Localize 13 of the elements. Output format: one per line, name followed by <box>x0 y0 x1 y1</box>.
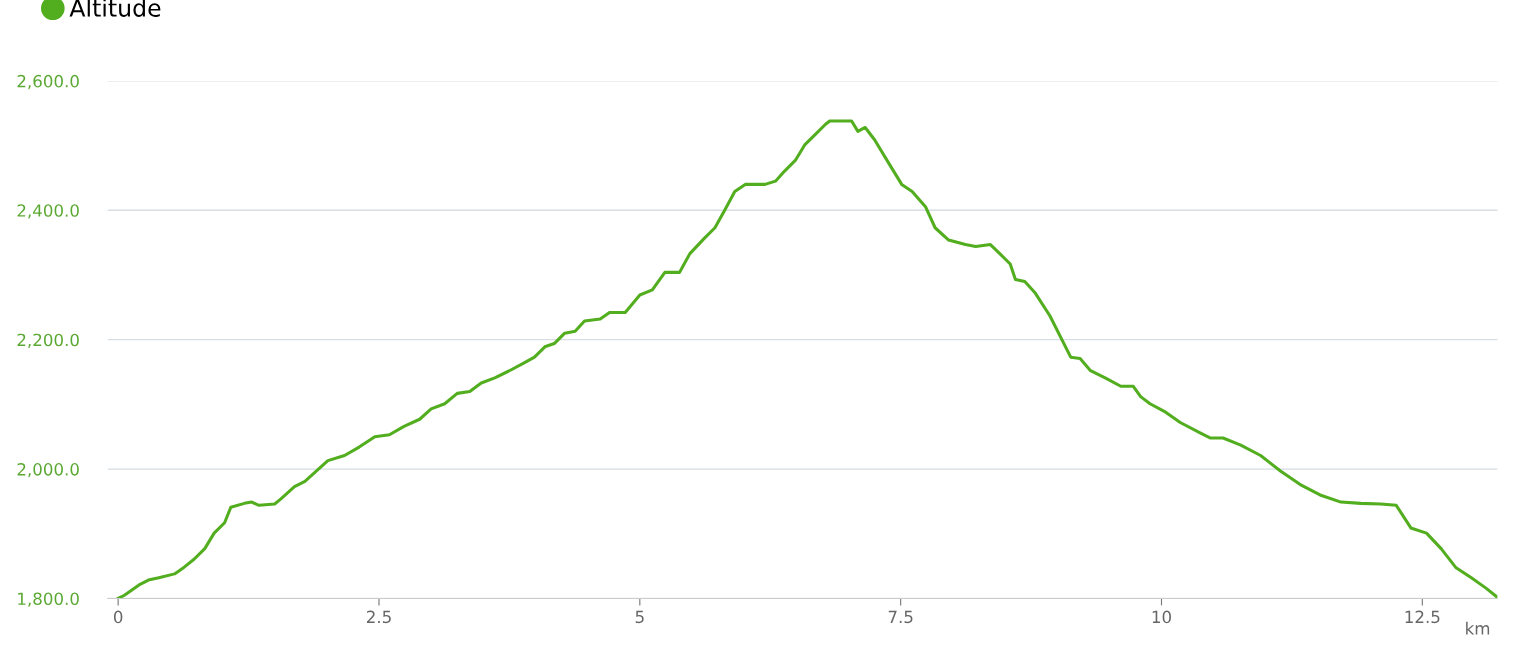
x-tick-label: 2.5 <box>366 610 391 624</box>
x-tick-label: 5 <box>635 610 644 624</box>
x-tick-label: 10 <box>1152 610 1171 624</box>
y-tick-label: 2,200.0 <box>17 333 79 348</box>
y-tick-label: 2,400.0 <box>17 204 79 219</box>
x-tick-label: 7.5 <box>888 610 913 624</box>
x-tick-label: 0 <box>113 610 123 624</box>
line-series <box>116 119 1498 599</box>
x-axis-title: km <box>1466 621 1490 635</box>
x-tick-label: 12.5 <box>1405 610 1440 624</box>
y-tick-label: 1,800.0 <box>18 592 79 607</box>
y-tick-label: 2,600.0 <box>17 74 79 90</box>
y-tick-label: 2,000.0 <box>17 463 79 478</box>
